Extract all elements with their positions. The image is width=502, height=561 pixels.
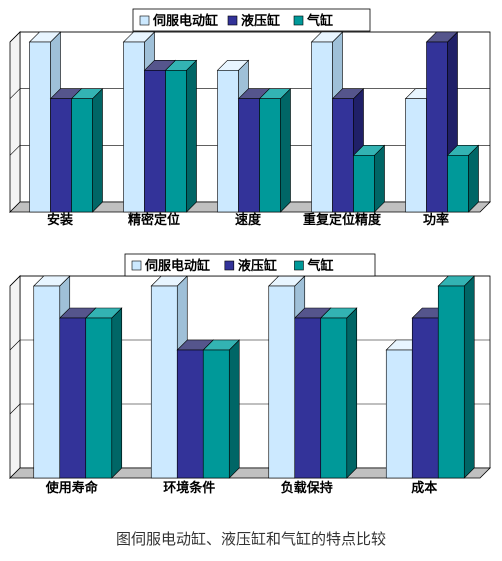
bar-front <box>268 285 296 479</box>
bar-front <box>385 349 413 479</box>
bar-side <box>346 307 358 479</box>
legend-swatch <box>131 260 142 271</box>
bar <box>70 87 104 213</box>
bar-front <box>259 98 281 213</box>
gridline-side <box>9 275 21 287</box>
bar-side <box>468 144 479 213</box>
bar-front <box>29 41 51 213</box>
side-wall <box>9 275 21 479</box>
legend-label: 伺服电动缸 <box>152 13 218 29</box>
bar <box>85 307 123 479</box>
category-label: 安装 <box>47 212 73 228</box>
bar-front <box>144 70 166 213</box>
chart-2: 使用寿命 环境条件 负载保持 成本 伺服电动缸 液压缸 气缸 <box>9 253 491 496</box>
legend-box <box>124 253 376 277</box>
bar <box>202 339 240 479</box>
bar <box>352 144 386 213</box>
legend-box <box>132 8 371 32</box>
bar-front <box>217 70 239 213</box>
legend-label: 液压缸 <box>241 13 280 29</box>
bar-front <box>50 98 72 213</box>
category-label: 精密定位 <box>128 212 180 228</box>
legend-label: 气缸 <box>307 13 333 29</box>
legend: 伺服电动缸 液压缸 气缸 <box>132 8 371 32</box>
bar <box>258 87 292 213</box>
category-label: 功率 <box>423 212 449 228</box>
chart-1: 安装 精密定位 速度 重复定位精度 功率 伺服电动缸 液压缸 气缸 <box>9 8 491 228</box>
bar-front <box>71 98 93 213</box>
bar-front <box>311 41 333 213</box>
legend-swatch <box>224 260 235 271</box>
gridline-side <box>9 88 21 99</box>
bar-front <box>437 285 465 479</box>
category-label: 使用寿命 <box>45 480 99 496</box>
legend-label: 液压缸 <box>238 258 277 274</box>
bar-front <box>447 155 469 213</box>
bar-side <box>463 275 475 479</box>
gridline-side <box>9 145 21 156</box>
gridline-side <box>9 403 21 415</box>
legend-label: 伺服电动缸 <box>144 258 210 274</box>
bar-front <box>150 285 178 479</box>
legend-swatch <box>139 15 150 26</box>
legend: 伺服电动缸 液压缸 气缸 <box>124 253 376 277</box>
bar-side <box>92 87 103 213</box>
legend-label: 气缸 <box>307 258 333 274</box>
bar-side <box>186 59 197 213</box>
bar-side <box>280 87 291 213</box>
bar-front <box>294 317 322 479</box>
bar-front <box>85 317 113 479</box>
bar <box>446 144 480 213</box>
bar-side <box>228 339 240 479</box>
gridline-side <box>9 31 21 43</box>
category-label: 重复定位精度 <box>303 212 382 228</box>
bar-front <box>238 98 260 213</box>
category-label: 环境条件 <box>163 480 215 496</box>
bar-front <box>353 155 375 213</box>
bar-side <box>111 307 123 479</box>
side-wall <box>9 31 21 213</box>
category-label: 成本 <box>411 480 437 496</box>
bar-front <box>176 349 204 479</box>
bar <box>164 59 198 213</box>
bar-front <box>202 349 230 479</box>
bar-side <box>374 144 385 213</box>
bar <box>320 307 358 479</box>
legend-swatch <box>227 15 238 26</box>
bar-front <box>405 98 427 213</box>
gridline-side <box>9 339 21 351</box>
category-label: 负载保持 <box>281 480 333 496</box>
bar <box>437 275 475 479</box>
figure-caption: 图伺服电动缸、液压缸和气缸的特点比较 <box>115 530 386 548</box>
bar-front <box>332 98 354 213</box>
legend-swatch <box>294 260 304 271</box>
bar-front <box>426 41 448 213</box>
bar-front <box>59 317 87 479</box>
bar-front <box>123 41 145 213</box>
bar-front <box>33 285 61 479</box>
bar-front <box>320 317 348 479</box>
bar-front <box>165 70 187 213</box>
bar-front <box>411 317 439 479</box>
category-label: 速度 <box>235 212 262 228</box>
legend-swatch <box>293 15 304 26</box>
